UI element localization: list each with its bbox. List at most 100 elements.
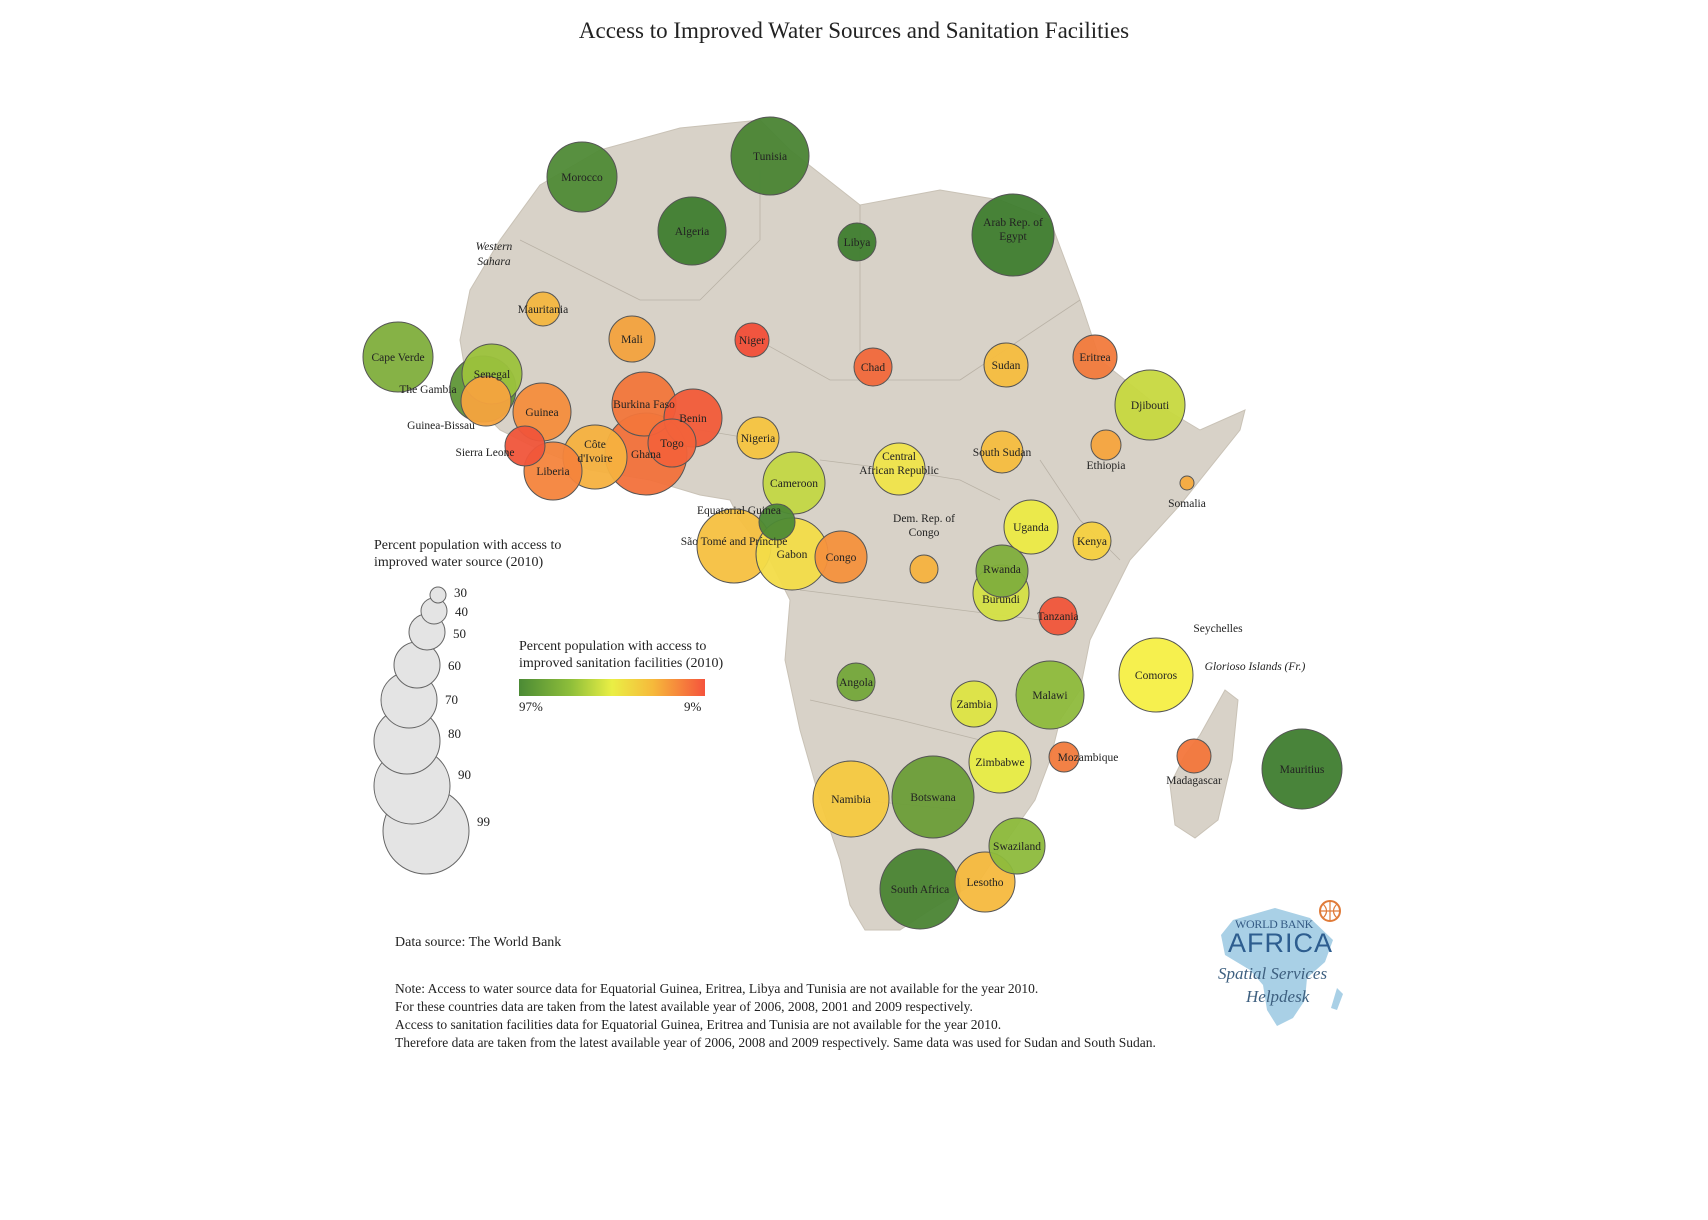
- bubble-botswana: [891, 755, 975, 839]
- size-legend-label: 80: [448, 726, 461, 741]
- label-dem-rep-of-congo: Dem. Rep. of: [893, 513, 955, 525]
- label-sao-tome-and-principe: São Tomé and Príncipe: [681, 536, 788, 548]
- bubble-equatorial-guinea: [758, 503, 796, 541]
- note-line: Access to sanitation facilities data for…: [395, 1017, 1002, 1032]
- label-liberia: Liberia: [536, 466, 569, 478]
- map-title: Access to Improved Water Sources and San…: [578, 18, 1130, 43]
- bubble-dem-rep-of-congo: [909, 554, 939, 584]
- label-namibia: Namibia: [831, 794, 871, 806]
- label-togo: Togo: [660, 438, 684, 450]
- africa-logo-shape: [1221, 900, 1343, 1026]
- bubble-mozambique: [1048, 741, 1080, 773]
- data-source: Data source: The World Bank: [395, 935, 562, 950]
- size-legend-label: 99: [477, 814, 490, 829]
- bubble-eritrea: [1072, 334, 1118, 380]
- region-label-western: Western: [476, 241, 513, 253]
- label-guinea-bissau: Guinea-Bissau: [407, 420, 475, 432]
- bubble-niger: [734, 322, 770, 358]
- water-legend-title-line1: Percent population with access to: [374, 538, 562, 553]
- note-line: Therefore data are taken from the latest…: [395, 1035, 1156, 1050]
- label-libya: Libya: [844, 237, 871, 249]
- label-mauritius: Mauritius: [1280, 764, 1325, 776]
- bubble-mali: [608, 315, 656, 363]
- bubble-sierra-leone: [504, 425, 546, 467]
- sanitation-legend-title-line2: improved sanitation facilities (2010): [519, 656, 724, 671]
- note-text: Note: Access to water source data for Eq…: [395, 980, 1156, 1052]
- label-cote-d-ivoire: d'Ivoire: [577, 453, 612, 465]
- logo-helpdesk-text: Helpdesk: [1246, 987, 1310, 1006]
- bubble-libya: [837, 222, 877, 262]
- label-the-gambia: The Gambia: [399, 384, 456, 396]
- bubble-angola: [836, 662, 876, 702]
- label-angola: Angola: [839, 677, 873, 689]
- label-djibouti: Djibouti: [1131, 400, 1169, 412]
- label-niger: Niger: [739, 335, 765, 347]
- label-zimbabwe: Zimbabwe: [975, 757, 1024, 769]
- label-madagascar: Madagascar: [1166, 775, 1222, 787]
- label-burkina-faso: Burkina Faso: [613, 399, 675, 411]
- country-bubbles: Morocco Tunisia Algeria Libya Arab Rep. of Eg…: [362, 116, 1343, 930]
- water-legend-title-line2: improved water source (2010): [374, 555, 544, 570]
- water-legend-title: Percent population with access to improv…: [374, 537, 561, 571]
- label-congo: Congo: [826, 552, 857, 564]
- region-label-sahara: Sahara: [477, 256, 510, 268]
- label-malawi: Malawi: [1032, 690, 1067, 702]
- bubble-kenya: [1072, 521, 1112, 561]
- label-cape-verde: Cape Verde: [371, 352, 424, 364]
- bubble-algeria: [657, 196, 727, 266]
- label-botswana: Botswana: [910, 792, 955, 804]
- label-rwanda: Rwanda: [983, 564, 1021, 576]
- logo-africa-text: AFRICA: [1228, 928, 1334, 958]
- label-benin: Benin: [679, 413, 707, 425]
- label-cote-d-ivoire: Côte: [584, 439, 606, 451]
- bubble-swaziland: [988, 817, 1046, 875]
- size-legend-circle-30: [429, 586, 447, 604]
- logo-spatial-text: Spatial Services: [1218, 964, 1328, 983]
- region-label-glorioso: Glorioso Islands (Fr.): [1205, 661, 1306, 673]
- water-size-legend: 30 40 50 60 70 80 90 99: [373, 585, 490, 875]
- label-central-african-republic: African Republic: [859, 465, 939, 477]
- bubble-uganda: [1003, 499, 1059, 555]
- size-legend-label: 70: [445, 692, 458, 707]
- label-lesotho: Lesotho: [966, 877, 1003, 889]
- bubble-madagascar: [1176, 738, 1212, 774]
- label-south-africa: South Africa: [891, 884, 949, 896]
- bubble-egypt: [971, 193, 1055, 277]
- size-legend-label: 30: [454, 585, 467, 600]
- bubble-chad: [853, 347, 893, 387]
- bubble-malawi: [1015, 660, 1085, 730]
- label-tunisia: Tunisia: [753, 151, 787, 163]
- label-swaziland: Swaziland: [993, 841, 1041, 853]
- label-mali: Mali: [621, 334, 643, 346]
- label-egypt: Egypt: [999, 231, 1027, 243]
- bubble-south-sudan: [980, 430, 1024, 474]
- label-mauritania: Mauritania: [518, 304, 568, 316]
- bubble-namibia: [812, 760, 890, 838]
- label-nigeria: Nigeria: [741, 433, 775, 445]
- bubble-rwanda: [975, 544, 1029, 598]
- size-legend-label: 50: [453, 626, 466, 641]
- bubble-comoros: [1118, 637, 1194, 713]
- label-uganda: Uganda: [1013, 522, 1049, 534]
- label-algeria: Algeria: [675, 226, 709, 238]
- label-kenya: Kenya: [1077, 536, 1107, 548]
- label-burundi: Burundi: [982, 594, 1020, 606]
- bubble-zambia: [950, 680, 998, 728]
- label-dem-rep-of-congo: Congo: [909, 527, 940, 539]
- region-label-seychelles: Seychelles: [1193, 623, 1243, 635]
- bubble-zimbabwe: [968, 730, 1032, 794]
- sanitation-ramp-high-label: 9%: [684, 699, 702, 714]
- label-central-african-republic: Central: [882, 451, 916, 463]
- bubble-cameroon: [762, 451, 826, 515]
- label-zambia: Zambia: [956, 699, 991, 711]
- label-tanzania: Tanzania: [1037, 611, 1078, 623]
- bubble-central-african-republic: [872, 442, 926, 496]
- note-line: For these countries data are taken from …: [395, 999, 973, 1014]
- label-eritrea: Eritrea: [1079, 352, 1110, 364]
- bubble-togo: [647, 418, 697, 468]
- size-legend-label: 40: [455, 604, 468, 619]
- bubble-tanzania: [1038, 596, 1078, 636]
- label-ethiopia: Ethiopia: [1087, 460, 1126, 472]
- label-morocco: Morocco: [561, 172, 603, 184]
